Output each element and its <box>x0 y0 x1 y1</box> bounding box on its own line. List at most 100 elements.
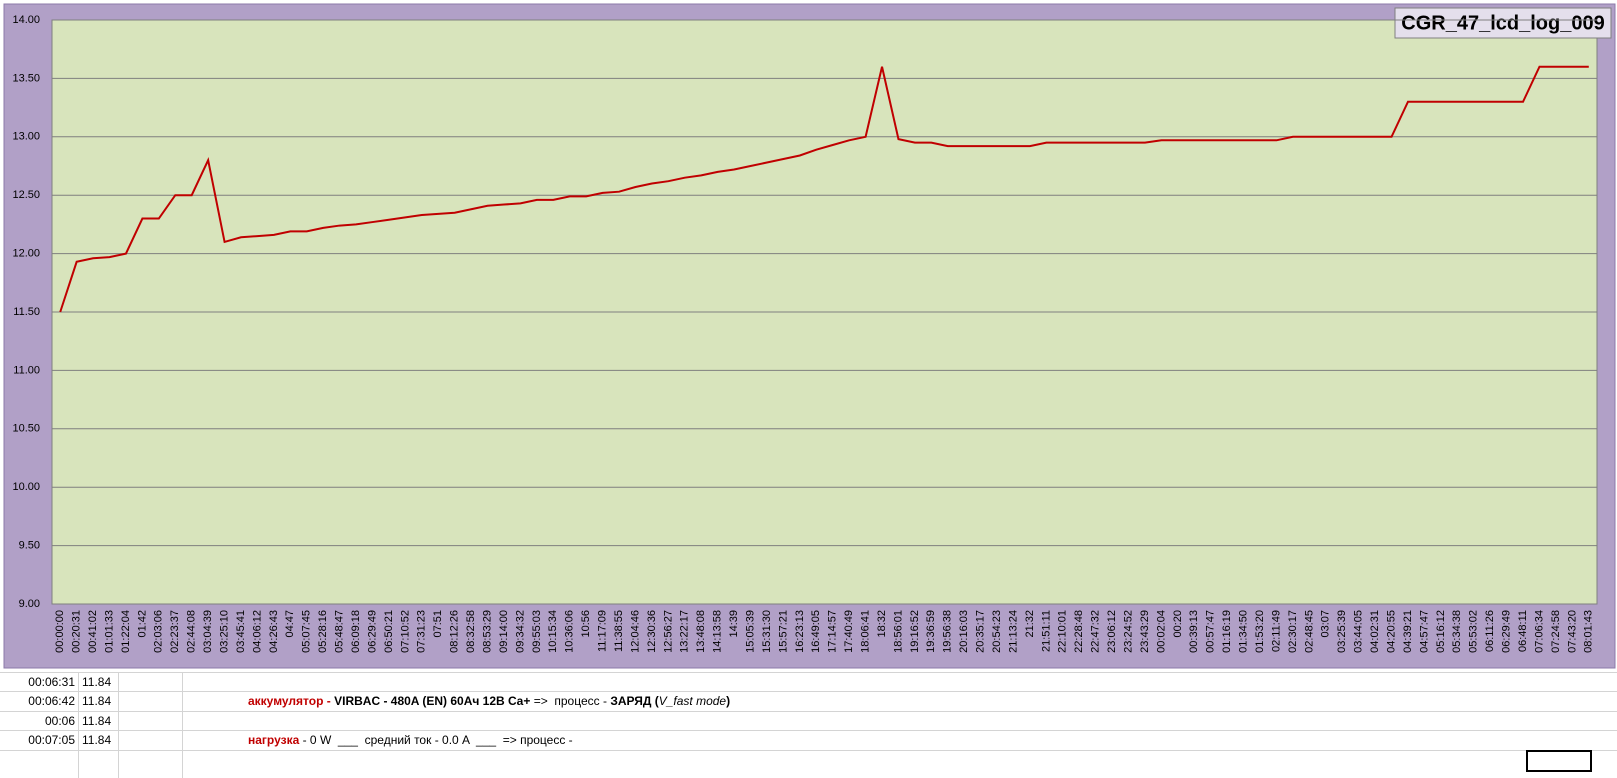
row-line <box>0 711 1617 712</box>
note-text: ) <box>726 694 731 708</box>
x-tick-label: 18:06:41 <box>859 610 871 653</box>
x-tick-label: 09:14:00 <box>498 610 510 653</box>
time-cell: 00:06:31 <box>28 675 75 689</box>
x-tick-label: 07:51 <box>432 610 444 638</box>
x-tick-label: 15:31:30 <box>761 610 773 653</box>
y-tick-label: 9.50 <box>19 540 40 552</box>
x-tick-label: 22:47:32 <box>1090 610 1102 653</box>
x-tick-label: 13:22:17 <box>679 610 691 653</box>
chart: CGR_47_lcd_log_009 9.00 9.50 10.00 10.50 11.… <box>3 3 1616 669</box>
x-tick-label: 22:28:48 <box>1073 610 1085 653</box>
x-tick-label: 07:24:58 <box>1550 610 1562 653</box>
y-tick-label: 13.50 <box>12 72 40 84</box>
x-tick-label: 01:42 <box>136 610 148 638</box>
x-tick-label: 12:56:27 <box>662 610 674 653</box>
y-tick-label: 9.00 <box>19 598 40 610</box>
note-text: ( <box>651 694 659 708</box>
x-tick-label: 01:22:04 <box>120 610 132 653</box>
col-line <box>182 672 183 778</box>
x-tick-label: 02:23:37 <box>169 610 181 653</box>
x-tick-label: 03:44:05 <box>1353 610 1365 653</box>
x-tick-label: 05:53:02 <box>1468 610 1480 653</box>
x-tick-label: 17:40:49 <box>843 610 855 653</box>
x-tick-label: 06:48:11 <box>1517 610 1529 652</box>
note-text: нагрузка <box>248 733 300 747</box>
x-tick-label: 03:25:39 <box>1336 610 1348 653</box>
x-tick-label: 06:29:49 <box>366 610 378 653</box>
note: нагрузка - 0 W ___ средний ток - 0.0 A _… <box>248 731 573 750</box>
x-tick-label: 00:39:13 <box>1188 610 1200 653</box>
value-cell: 11.84 <box>82 714 112 728</box>
data-line <box>59 65 1589 313</box>
x-tick-label: 03:45:41 <box>235 610 247 653</box>
x-tick-label: 03:04:39 <box>202 610 214 653</box>
x-tick-label: 16:23:13 <box>794 610 806 653</box>
x-tick-label: 10:56 <box>580 610 592 638</box>
x-tick-label: 01:53:20 <box>1254 610 1266 653</box>
row-line <box>0 691 1617 692</box>
x-tick-label: 02:44:08 <box>186 610 198 653</box>
y-tick-label: 10.00 <box>12 481 40 493</box>
x-tick-label: 23:06:12 <box>1106 610 1118 653</box>
x-tick-label: 01:01:33 <box>103 610 115 653</box>
x-tick-label: 19:16:52 <box>909 610 921 653</box>
note-text: ЗАРЯД <box>610 694 652 708</box>
x-tick-label: 05:34:38 <box>1451 610 1463 653</box>
x-tick-label: 00:20:31 <box>71 610 83 653</box>
x-tick-label: 01:34:50 <box>1238 610 1250 653</box>
x-tick-label: 08:53:29 <box>481 610 493 653</box>
x-tick-label: 07:10:52 <box>399 610 411 653</box>
y-tick-label: 12.50 <box>12 189 40 201</box>
x-tick-label: 04:02:31 <box>1369 610 1381 653</box>
value-cell: 11.84 <box>82 694 112 708</box>
row-line <box>0 730 1617 731</box>
y-tick-label: 11.50 <box>13 306 40 318</box>
note-text: V_fast mode <box>658 694 727 708</box>
note-text: VIRBAC - 480A (EN) 60Ач 12В Ca+ <box>334 694 531 708</box>
title-box <box>1394 7 1612 39</box>
x-tick-label: 21:13:24 <box>1007 610 1019 653</box>
x-tick-label: 14:39 <box>728 610 740 638</box>
y-tick-label: 13.00 <box>12 131 40 143</box>
x-tick-label: 01:16:19 <box>1221 610 1233 653</box>
x-tick-label: 02:11:49 <box>1270 610 1282 652</box>
row-line <box>0 750 1617 751</box>
x-tick-label: 03:07 <box>1320 610 1332 638</box>
x-tick-label: 03:25:10 <box>218 610 230 653</box>
x-tick-label: 20:54:23 <box>991 610 1003 653</box>
x-tick-label: 05:16:12 <box>1435 610 1447 653</box>
x-tick-label: 16:49:05 <box>810 610 822 653</box>
time-cell: 00:07:05 <box>28 733 75 747</box>
row-line <box>0 672 1617 673</box>
x-tick-label: 08:12:26 <box>449 610 461 653</box>
x-tick-label: 09:34:32 <box>514 610 526 653</box>
x-tick-label: 02:48:45 <box>1303 610 1315 653</box>
x-tick-label: 21:32 <box>1024 610 1036 638</box>
x-tick-label: 04:57:47 <box>1418 610 1430 653</box>
x-tick-label: 04:06:12 <box>251 610 263 653</box>
chart-title: CGR_47_lcd_log_009 <box>1401 12 1604 34</box>
x-tick-label: 17:14:57 <box>827 610 839 653</box>
x-tick-label: 10:36:06 <box>564 610 576 653</box>
x-tick-label: 18:32 <box>876 610 888 638</box>
x-tick-label: 09:55:03 <box>531 610 543 653</box>
note-text: - 0 W ___ средний ток - 0.0 A ___ => про… <box>299 733 573 747</box>
time-cell: 00:06:42 <box>28 694 75 708</box>
x-tick-label: 07:31:23 <box>416 610 428 653</box>
x-tick-label: 11:17:09 <box>597 610 609 652</box>
x-tick-label: 12:30:36 <box>646 610 658 653</box>
x-tick-label: 23:24:52 <box>1122 610 1134 653</box>
x-tick-label: 00:02:04 <box>1155 610 1167 653</box>
x-tick-label: 12:04:46 <box>629 610 641 653</box>
x-tick-label: 20:35:17 <box>975 610 987 653</box>
x-tick-label: 07:43:20 <box>1566 610 1578 653</box>
y-tick-label: 11.00 <box>13 364 40 376</box>
x-tick-label: 00:41:02 <box>87 610 99 653</box>
value-cell: 11.84 <box>82 733 112 747</box>
y-tick-label: 12.00 <box>12 248 40 260</box>
x-tick-label: 02:03:06 <box>153 610 165 653</box>
x-tick-label: 04:39:21 <box>1402 610 1414 653</box>
x-tick-label: 22:10:01 <box>1057 610 1069 653</box>
y-tick-label: 14.00 <box>12 14 40 26</box>
